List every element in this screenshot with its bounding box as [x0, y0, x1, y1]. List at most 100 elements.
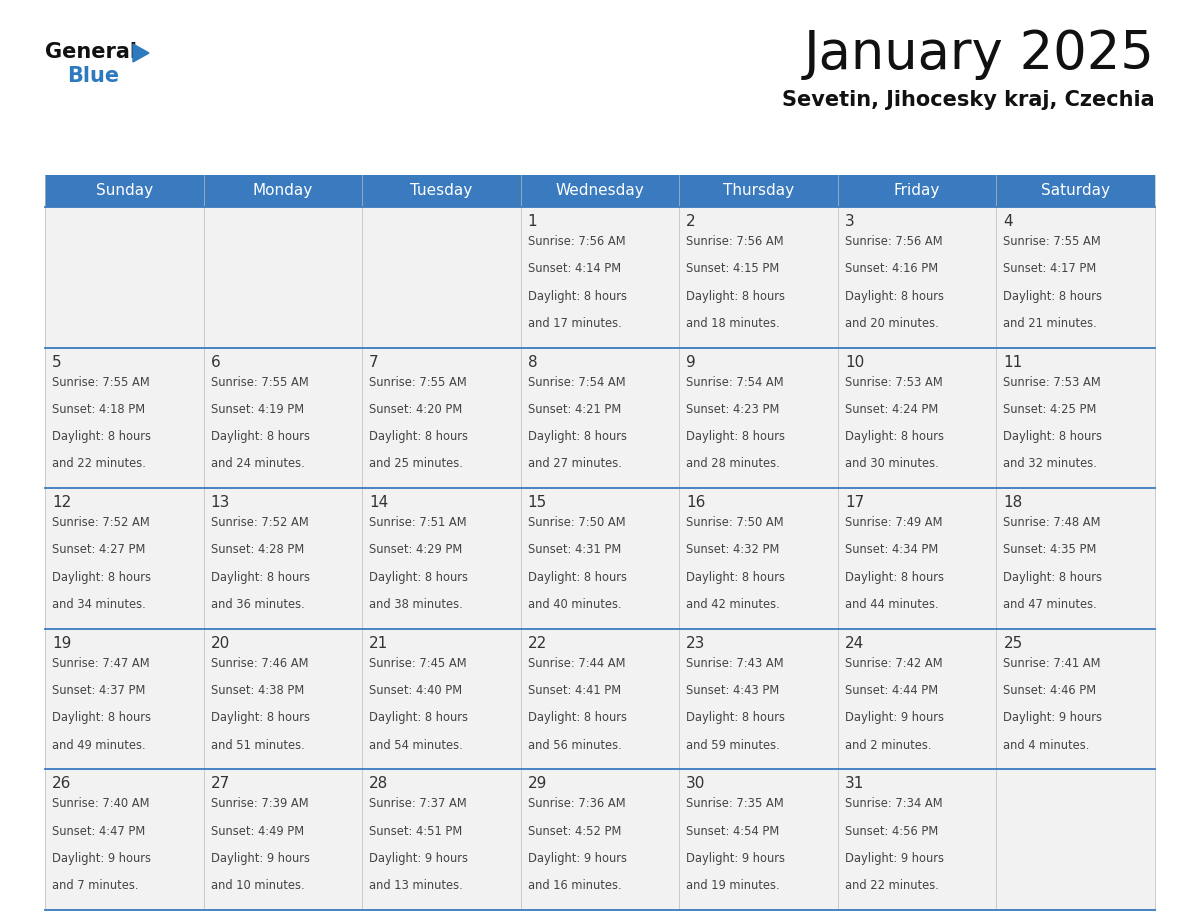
Text: 28: 28: [369, 777, 388, 791]
Text: and 47 minutes.: and 47 minutes.: [1004, 598, 1098, 611]
Bar: [838, 769, 997, 910]
Text: and 36 minutes.: and 36 minutes.: [210, 598, 304, 611]
Text: and 51 minutes.: and 51 minutes.: [210, 739, 304, 752]
Text: Sunrise: 7:40 AM: Sunrise: 7:40 AM: [52, 798, 150, 811]
Bar: [520, 488, 680, 629]
Bar: [203, 769, 362, 910]
Text: Daylight: 9 hours: Daylight: 9 hours: [52, 852, 151, 865]
Text: and 42 minutes.: and 42 minutes.: [687, 598, 781, 611]
Text: Sunset: 4:46 PM: Sunset: 4:46 PM: [1004, 684, 1097, 697]
Text: and 34 minutes.: and 34 minutes.: [52, 598, 146, 611]
Bar: [203, 348, 362, 488]
Bar: [45, 175, 203, 207]
Text: 2: 2: [687, 214, 696, 229]
Text: General: General: [45, 42, 137, 62]
Text: 11: 11: [1004, 354, 1023, 370]
Bar: [680, 629, 838, 769]
Text: and 17 minutes.: and 17 minutes.: [527, 317, 621, 330]
Text: Sunrise: 7:47 AM: Sunrise: 7:47 AM: [52, 656, 150, 670]
Text: and 44 minutes.: and 44 minutes.: [845, 598, 939, 611]
Text: Daylight: 8 hours: Daylight: 8 hours: [845, 431, 943, 443]
Text: Sunrise: 7:56 AM: Sunrise: 7:56 AM: [527, 235, 625, 248]
Text: Sunrise: 7:55 AM: Sunrise: 7:55 AM: [52, 375, 150, 388]
Text: Daylight: 8 hours: Daylight: 8 hours: [52, 431, 151, 443]
Text: and 54 minutes.: and 54 minutes.: [369, 739, 463, 752]
Bar: [203, 488, 362, 629]
Text: Sunset: 4:15 PM: Sunset: 4:15 PM: [687, 263, 779, 275]
Text: Sunrise: 7:49 AM: Sunrise: 7:49 AM: [845, 516, 942, 529]
Text: and 21 minutes.: and 21 minutes.: [1004, 317, 1098, 330]
Text: Blue: Blue: [67, 66, 119, 86]
Text: Sunset: 4:16 PM: Sunset: 4:16 PM: [845, 263, 939, 275]
Bar: [362, 769, 520, 910]
Text: Sunrise: 7:48 AM: Sunrise: 7:48 AM: [1004, 516, 1101, 529]
Text: Daylight: 8 hours: Daylight: 8 hours: [527, 289, 627, 303]
Text: Daylight: 8 hours: Daylight: 8 hours: [1004, 289, 1102, 303]
Text: Sunrise: 7:36 AM: Sunrise: 7:36 AM: [527, 798, 625, 811]
Text: Sunrise: 7:50 AM: Sunrise: 7:50 AM: [527, 516, 625, 529]
Text: Sunset: 4:17 PM: Sunset: 4:17 PM: [1004, 263, 1097, 275]
Text: Daylight: 8 hours: Daylight: 8 hours: [527, 711, 627, 724]
Text: and 7 minutes.: and 7 minutes.: [52, 879, 139, 892]
Bar: [680, 348, 838, 488]
Text: Sunrise: 7:54 AM: Sunrise: 7:54 AM: [687, 375, 784, 388]
Text: Sunset: 4:28 PM: Sunset: 4:28 PM: [210, 543, 304, 556]
Text: 1: 1: [527, 214, 537, 229]
Text: Sunset: 4:32 PM: Sunset: 4:32 PM: [687, 543, 779, 556]
Bar: [203, 175, 362, 207]
Text: Sunrise: 7:55 AM: Sunrise: 7:55 AM: [1004, 235, 1101, 248]
Text: Sunset: 4:25 PM: Sunset: 4:25 PM: [1004, 403, 1097, 416]
Text: and 56 minutes.: and 56 minutes.: [527, 739, 621, 752]
Text: 8: 8: [527, 354, 537, 370]
Text: Sunrise: 7:37 AM: Sunrise: 7:37 AM: [369, 798, 467, 811]
Text: Sunrise: 7:35 AM: Sunrise: 7:35 AM: [687, 798, 784, 811]
Text: Sunset: 4:40 PM: Sunset: 4:40 PM: [369, 684, 462, 697]
Text: 25: 25: [1004, 636, 1023, 651]
Text: Daylight: 8 hours: Daylight: 8 hours: [527, 571, 627, 584]
Text: 10: 10: [845, 354, 864, 370]
Text: and 19 minutes.: and 19 minutes.: [687, 879, 779, 892]
Bar: [520, 769, 680, 910]
Text: Daylight: 8 hours: Daylight: 8 hours: [210, 431, 310, 443]
Text: 18: 18: [1004, 495, 1023, 510]
Text: Sunset: 4:41 PM: Sunset: 4:41 PM: [527, 684, 621, 697]
Text: and 38 minutes.: and 38 minutes.: [369, 598, 463, 611]
Text: and 25 minutes.: and 25 minutes.: [369, 457, 463, 470]
Text: Sunrise: 7:55 AM: Sunrise: 7:55 AM: [369, 375, 467, 388]
Text: Daylight: 8 hours: Daylight: 8 hours: [1004, 431, 1102, 443]
Text: 26: 26: [52, 777, 71, 791]
Text: Sunset: 4:18 PM: Sunset: 4:18 PM: [52, 403, 145, 416]
Text: 15: 15: [527, 495, 546, 510]
Bar: [997, 488, 1155, 629]
Text: Daylight: 8 hours: Daylight: 8 hours: [369, 711, 468, 724]
Text: Sevetin, Jihocesky kraj, Czechia: Sevetin, Jihocesky kraj, Czechia: [783, 90, 1155, 110]
Text: Sunrise: 7:45 AM: Sunrise: 7:45 AM: [369, 656, 467, 670]
Text: Sunset: 4:51 PM: Sunset: 4:51 PM: [369, 824, 462, 838]
Text: and 4 minutes.: and 4 minutes.: [1004, 739, 1089, 752]
Text: and 24 minutes.: and 24 minutes.: [210, 457, 304, 470]
Text: Sunset: 4:24 PM: Sunset: 4:24 PM: [845, 403, 939, 416]
Text: Sunset: 4:31 PM: Sunset: 4:31 PM: [527, 543, 621, 556]
Text: and 30 minutes.: and 30 minutes.: [845, 457, 939, 470]
Text: Sunrise: 7:56 AM: Sunrise: 7:56 AM: [687, 235, 784, 248]
Text: Daylight: 8 hours: Daylight: 8 hours: [527, 431, 627, 443]
Text: Sunset: 4:35 PM: Sunset: 4:35 PM: [1004, 543, 1097, 556]
Text: Daylight: 8 hours: Daylight: 8 hours: [369, 431, 468, 443]
Bar: [203, 207, 362, 348]
Text: Sunset: 4:47 PM: Sunset: 4:47 PM: [52, 824, 145, 838]
Bar: [45, 207, 203, 348]
Text: Sunset: 4:20 PM: Sunset: 4:20 PM: [369, 403, 462, 416]
Text: Daylight: 8 hours: Daylight: 8 hours: [1004, 571, 1102, 584]
Text: Sunrise: 7:55 AM: Sunrise: 7:55 AM: [210, 375, 309, 388]
Bar: [838, 348, 997, 488]
Bar: [362, 629, 520, 769]
Text: and 49 minutes.: and 49 minutes.: [52, 739, 146, 752]
Text: and 22 minutes.: and 22 minutes.: [845, 879, 939, 892]
Bar: [362, 348, 520, 488]
Bar: [45, 629, 203, 769]
Text: Saturday: Saturday: [1041, 184, 1111, 198]
Text: 16: 16: [687, 495, 706, 510]
Text: Sunset: 4:43 PM: Sunset: 4:43 PM: [687, 684, 779, 697]
Text: Sunset: 4:54 PM: Sunset: 4:54 PM: [687, 824, 779, 838]
Text: and 40 minutes.: and 40 minutes.: [527, 598, 621, 611]
